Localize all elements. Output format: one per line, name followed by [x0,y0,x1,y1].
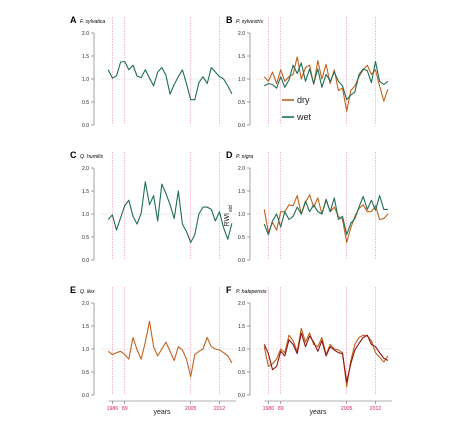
panel-b-y-tick-label-1: 0.5 [238,100,245,106]
panel-d-y-tick-label-2: 1.0 [238,212,245,218]
panel-f-y-tick-label-0: 0.0 [238,393,245,399]
panel-a-y-tick-label-1: 0.5 [82,100,89,106]
panel-b-series-dry [263,56,389,112]
panel-c-y-tick-label-4: 2.0 [82,166,89,172]
panel-c: C Q. humilis 0.0 0.5 1.0 1.5 2.0 [70,150,236,264]
x-axis-title-left: years [153,409,171,416]
panel-a-series-wet [107,60,233,101]
panel-b: B P. sylvestris 0.0 0.5 1.0 1.5 2.0 [226,15,392,129]
panel-d-letter: D [226,150,233,160]
panel-f-series-dry-dark [263,332,389,383]
panel-d-series-wet [263,195,388,236]
panel-f-y-tick-label-4: 2.0 [238,301,245,307]
legend-dry-label: dry [297,95,310,105]
panel-e-y-tick-label-2: 1.0 [82,347,89,353]
panel-a-y-tick-label-2: 1.0 [82,77,89,83]
panel-f-title: P. halepensis [236,289,267,295]
panel-b-series-wet [263,60,389,101]
panel-e-y-tick-label-0: 0.0 [82,393,89,399]
panel-f-series-dry [263,327,389,388]
panel-f-x-tick-label-2005: 2005 [341,406,353,412]
panel-f-y-tick-label-2: 1.0 [238,347,245,353]
panel-a-y-tick-label-0: 0.0 [82,123,89,129]
y-axis-title-sub: std [228,205,234,212]
panel-e-letter: E [70,285,76,295]
panel-e: E Q. ilex 0.0 0.5 1.0 1.5 2.0 1986 89 2005 2012 [70,285,236,412]
panel-d-title: P. nigra [236,154,253,160]
panel-e-x-tick-label-2005: 2005 [185,406,197,412]
panel-e-y-tick-label-3: 1.5 [82,324,89,330]
panel-f-y-tick-label-1: 0.5 [238,370,245,376]
x-axis-title-right: years [309,409,327,416]
panel-c-series-wet [107,181,233,244]
panel-b-y-tick-label-0: 0.0 [238,123,245,129]
panel-b-letter: B [226,15,233,25]
panel-a-y-tick-label-3: 1.5 [82,54,89,60]
panel-a: A F. sylvatica 0.0 0.5 1.0 1.5 2.0 [70,15,236,129]
panel-f-letter: F [226,285,232,295]
panel-b-y-tick-label-4: 2.0 [238,31,245,37]
panel-a-y-tick-label-4: 2.0 [82,31,89,37]
panel-e-title: Q. ilex [80,289,95,295]
panel-f-x-tick-label-1986: 1986 [263,406,275,412]
panel-c-title: Q. humilis [80,154,103,160]
panel-e-y-tick-label-4: 2.0 [82,301,89,307]
panel-c-y-tick-label-0: 0.0 [82,258,89,264]
panel-c-letter: C [70,150,77,160]
panel-c-y-tick-label-3: 1.5 [82,189,89,195]
panel-b-y-tick-label-3: 1.5 [238,54,245,60]
panel-c-y-tick-label-1: 0.5 [82,235,89,241]
panel-d-y-tick-label-3: 1.5 [238,189,245,195]
legend: dry wet [282,95,312,122]
panel-b-title: P. sylvestris [236,19,263,25]
panel-f-x-tick-label-1989: 89 [278,406,284,412]
panel-d-y-tick-label-1: 0.5 [238,235,245,241]
y-axis-title-main: RWI [224,213,231,227]
panel-a-title: F. sylvatica [80,19,105,25]
panel-d-y-tick-label-4: 2.0 [238,166,245,172]
panel-a-letter: A [70,15,77,25]
panel-f-x-tick-label-2012: 2012 [370,406,382,412]
legend-wet-label: wet [296,112,312,122]
panel-f: F P. halepensis 0.0 0.5 1.0 1.5 2.0 1986 89 2005 2… [226,285,392,412]
panel-e-x-tick-label-1989: 89 [122,406,128,412]
y-axis-title: RWI std [224,205,234,226]
panel-d: D P. nigra 0.0 0.5 1.0 1.5 2.0 [226,150,392,264]
panel-f-y-tick-label-3: 1.5 [238,324,245,330]
panel-e-x-tick-label-1986: 1986 [107,406,119,412]
panel-e-y-tick-label-1: 0.5 [82,370,89,376]
panel-c-y-tick-label-2: 1.0 [82,212,89,218]
panel-e-x-tick-label-2012: 2012 [214,406,226,412]
panel-e-series-dry [107,320,233,378]
panel-b-y-tick-label-2: 1.0 [238,77,245,83]
panel-d-y-tick-label-0: 0.0 [238,258,245,264]
